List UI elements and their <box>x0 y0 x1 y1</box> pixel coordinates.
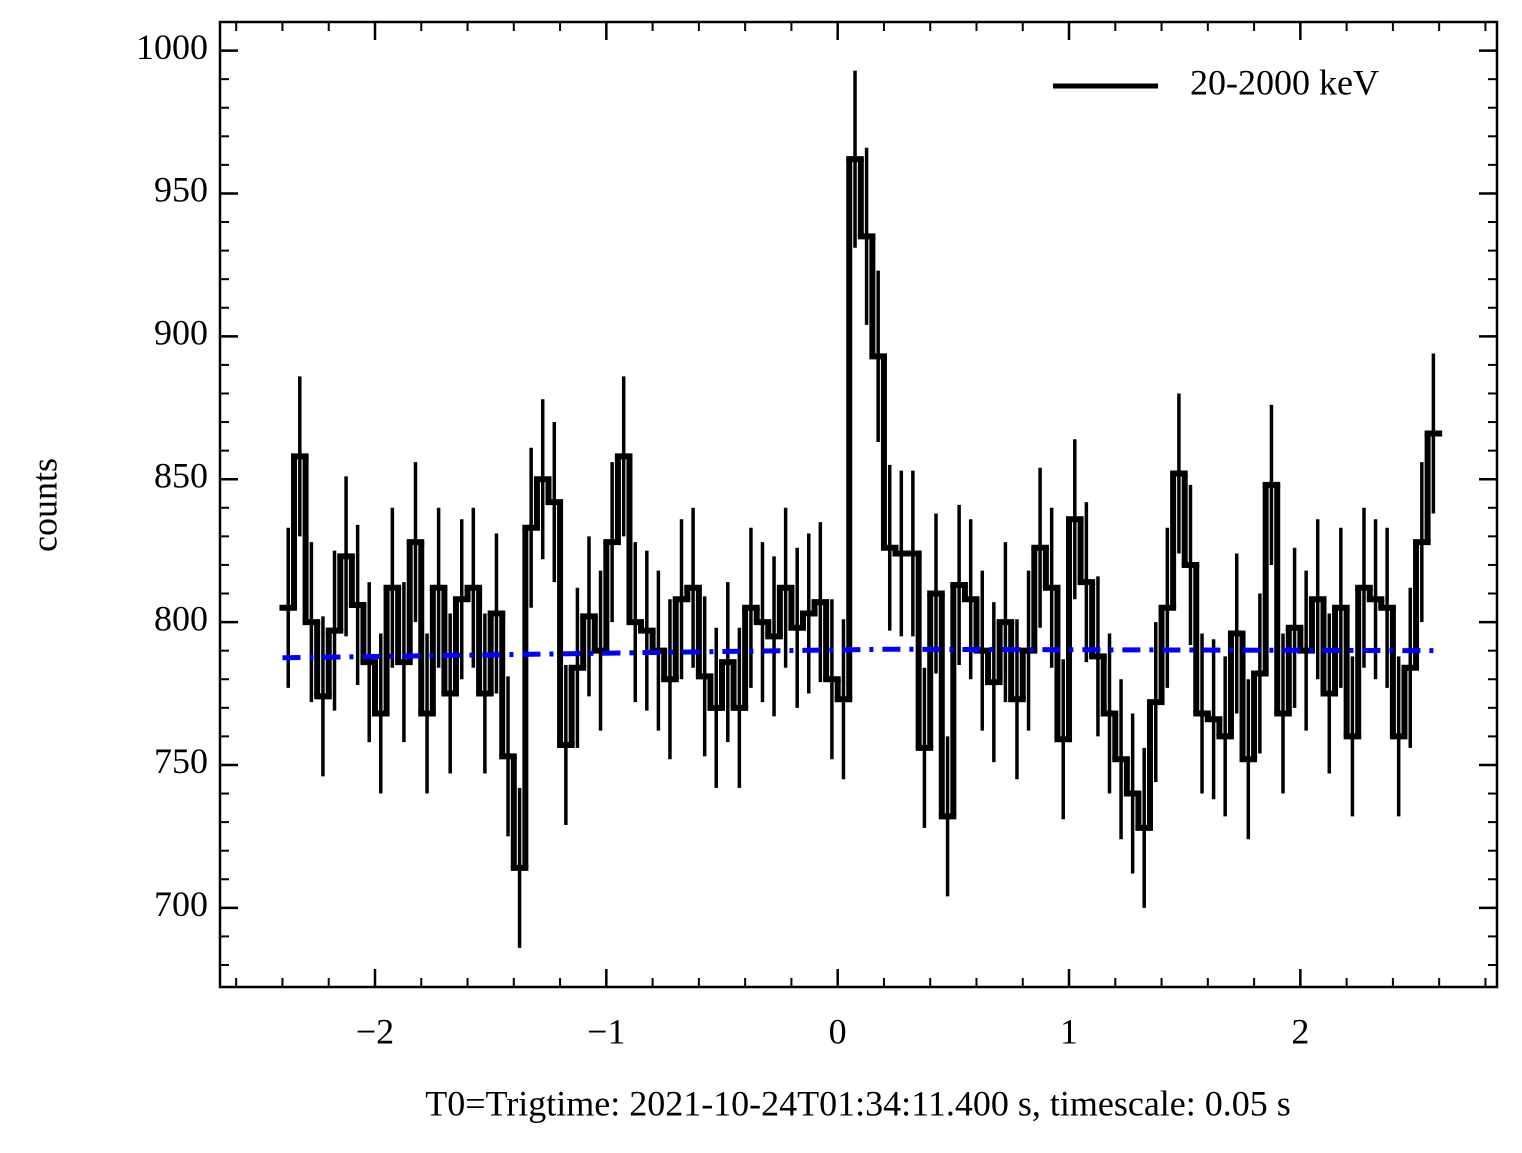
y-tick-label: 950 <box>154 170 208 210</box>
x-tick-label: −1 <box>587 1011 625 1051</box>
plot-frame <box>218 20 1499 989</box>
y-tick-label: 900 <box>154 313 208 353</box>
y-tick-label: 800 <box>154 598 208 638</box>
y-tick-label: 700 <box>154 884 208 924</box>
x-tick-label: 1 <box>1060 1011 1078 1051</box>
y-tick-label: 850 <box>154 455 208 495</box>
y-axis-label: counts <box>24 458 64 552</box>
y-tick-label: 750 <box>154 741 208 781</box>
x-tick-label: −2 <box>356 1011 394 1051</box>
fit-line <box>282 646 1440 661</box>
y-tick-label: 1000 <box>136 27 208 67</box>
legend-label: 20-2000 keV <box>1190 62 1379 102</box>
x-tick-label: 0 <box>829 1011 847 1051</box>
x-tick-label: 2 <box>1291 1011 1309 1051</box>
x-axis-label: T0=Trigtime: 2021-10-24T01:34:11.400 s, … <box>425 1083 1291 1123</box>
